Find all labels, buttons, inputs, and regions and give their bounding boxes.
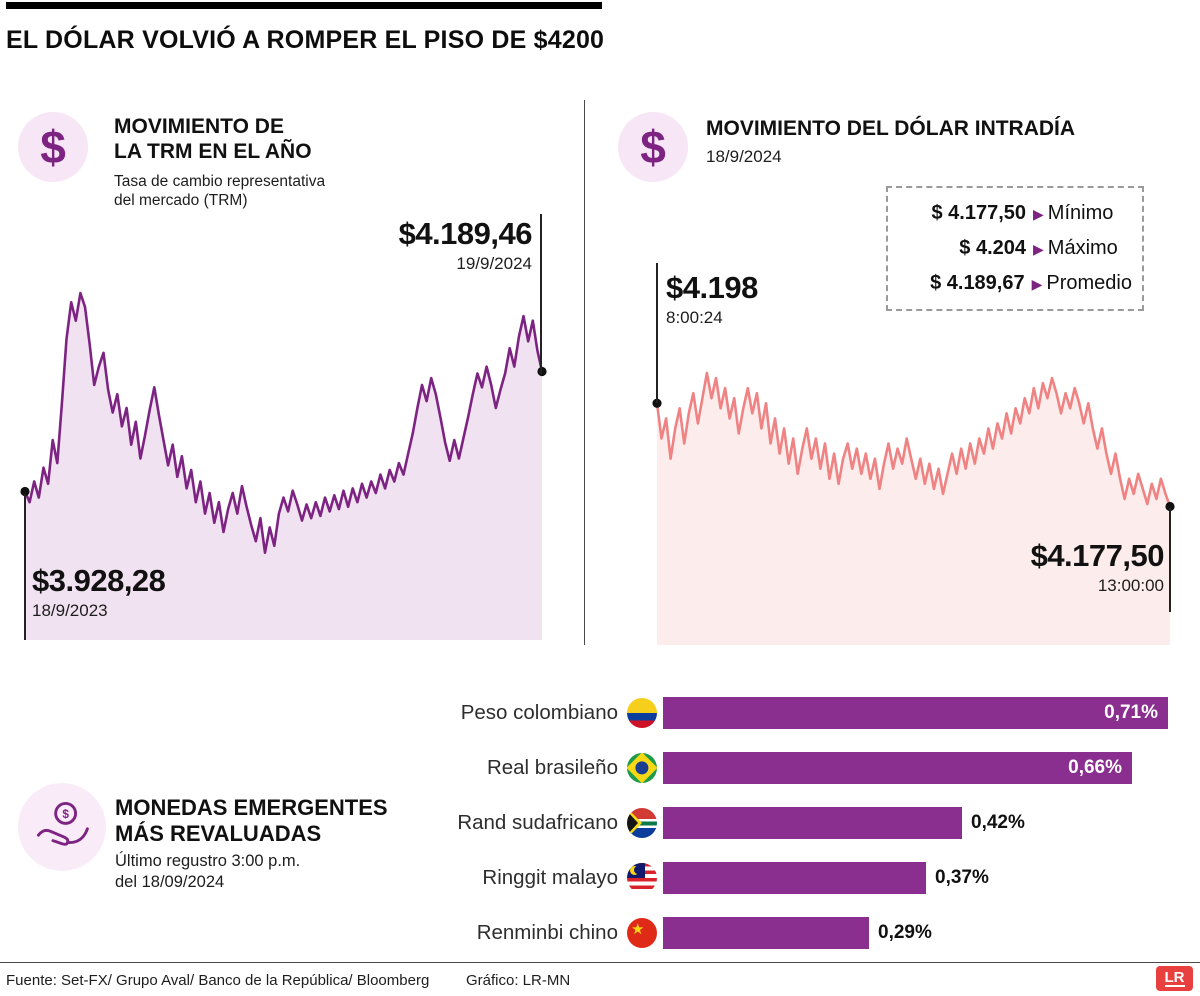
flag-colombia-icon — [627, 697, 657, 728]
stat-max-value: $ 4.204 — [959, 237, 1026, 259]
intraday-start-value: $4.198 — [666, 270, 758, 305]
bar-value: 0,71% — [1104, 701, 1158, 723]
stat-row-max: $ 4.204 ▶ Máximo — [898, 231, 1132, 266]
intraday-stats-box: $ 4.177,50 ▶ Mínimo $ 4.204 ▶ Máximo $ 4… — [886, 186, 1144, 311]
endpoint-dot — [1165, 501, 1175, 512]
trm-end-date: 19/9/2024 — [456, 253, 532, 273]
emerging-bar-chart: Peso colombiano 0,71% Real brasileño 0,66% R… — [430, 685, 1186, 960]
bar-track: 0,29% — [663, 916, 1186, 949]
value-bar — [663, 806, 962, 839]
stat-max-label: Máximo — [1047, 237, 1118, 259]
intraday-panel-date: 18/9/2024 — [706, 147, 782, 166]
lr-logo: LR — [1156, 966, 1193, 991]
page-title: EL DÓLAR VOLVIÓ A ROMPER EL PISO DE $420… — [6, 26, 605, 54]
footer-credit: Gráfico: LR-MN — [466, 972, 571, 989]
trm-start-annotation: $3.928,28 18/9/2023 — [32, 563, 166, 621]
trm-panel-subtitle: Tasa de cambio representativa del mercad… — [114, 173, 326, 210]
intraday-start-annotation: $4.198 8:00:24 — [666, 270, 758, 328]
bar-track: 0,66% — [663, 751, 1186, 784]
flag-brazil-icon — [627, 752, 657, 783]
emerging-subtitle: Último regustro 3:00 p.m. del 18/09/2024 — [115, 852, 301, 892]
trm-end-value: $4.189,46 — [398, 216, 533, 251]
currency-label: Real brasileño — [486, 755, 618, 779]
bar-value: 0,66% — [1068, 756, 1122, 778]
value-bar — [663, 861, 926, 894]
intraday-start-time: 8:00:24 — [666, 307, 723, 327]
stat-row-avg: $ 4.189,67 ▶ Promedio — [898, 266, 1132, 301]
stat-min-label: Mínimo — [1047, 202, 1114, 224]
value-bar: 0,71% — [663, 696, 1168, 729]
trm-year-chart — [20, 283, 547, 640]
trm-start-date: 18/9/2023 — [32, 600, 108, 620]
bar-track: 0,37% — [663, 861, 1186, 894]
trm-end-marker-line — [540, 214, 542, 374]
footer-divider — [0, 962, 1200, 963]
footer-source: Fuente: Set-FX/ Grupo Aval/ Banco de la … — [6, 972, 430, 989]
bar-row: Rand sudafricano 0,42% — [430, 795, 1186, 850]
stat-row-min: $ 4.177,50 ▶ Mínimo — [898, 196, 1132, 231]
trm-panel-heading: MOVIMIENTO DE LA TRM EN EL AÑO — [114, 114, 312, 164]
panel-divider — [584, 100, 585, 645]
stat-avg-label: Promedio — [1046, 272, 1132, 294]
trm-start-value: $3.928,28 — [32, 563, 166, 598]
intraday-start-marker-line — [656, 263, 658, 403]
stat-min-value: $ 4.177,50 — [931, 202, 1026, 224]
dollar-icon: $ — [18, 112, 88, 182]
svg-text:$: $ — [62, 808, 69, 821]
currency-label: Ringgit malayo — [482, 865, 618, 889]
value-bar: 0,66% — [663, 751, 1132, 784]
endpoint-dot — [652, 398, 662, 408]
intraday-panel-heading: MOVIMIENTO DEL DÓLAR INTRADÍA — [706, 117, 1076, 140]
bar-value: 0,29% — [878, 921, 932, 943]
bar-row: Ringgit malayo 0,37% — [430, 850, 1186, 905]
stat-avg-value: $ 4.189,67 — [930, 272, 1025, 294]
trm-line-series — [20, 291, 547, 640]
bar-track: 0,42% — [663, 806, 1186, 839]
bar-row: Renminbi chino ★ 0,29% — [430, 905, 1186, 960]
intraday-end-time: 13:00:00 — [1097, 575, 1164, 595]
flag-southafrica-icon — [627, 807, 657, 838]
trm-end-annotation: $4.189,46 19/9/2024 — [398, 216, 533, 274]
bar-track: 0,71% — [663, 696, 1186, 729]
intraday-chart — [652, 368, 1175, 645]
bar-value: 0,42% — [971, 811, 1025, 833]
currency-label: Peso colombiano — [460, 700, 618, 724]
hand-coin-icon: $ — [36, 801, 89, 846]
trm-start-marker-line — [24, 494, 26, 640]
currency-label: Renminbi chino — [476, 920, 618, 944]
bar-value: 0,37% — [935, 866, 989, 888]
endpoint-dot — [537, 366, 547, 377]
triangle-icon: ▶ — [1033, 205, 1044, 222]
triangle-icon: ▶ — [1031, 275, 1043, 292]
flag-china-icon: ★ — [627, 917, 657, 948]
intraday-end-annotation: $4.177,50 13:00:00 — [1030, 538, 1165, 596]
currency-label: Rand sudafricano — [457, 810, 618, 834]
flag-malaysia-icon — [627, 862, 657, 893]
bar-row: Peso colombiano 0,71% — [430, 685, 1186, 740]
emerging-heading: MONEDAS EMERGENTES MÁS REVALUADAS — [115, 795, 388, 847]
title-accent-bar — [6, 2, 602, 9]
intraday-end-marker-line — [1169, 508, 1171, 612]
triangle-icon: ▶ — [1033, 240, 1044, 257]
dollar-icon: $ — [618, 112, 688, 182]
value-bar — [663, 916, 869, 949]
trm-heading-line2: LA TRM EN EL AÑO — [114, 140, 312, 164]
intraday-end-value: $4.177,50 — [1030, 538, 1165, 573]
intraday-line-series — [652, 371, 1175, 645]
trm-heading-line1: MOVIMIENTO DE — [114, 115, 284, 138]
endpoint-dot — [20, 486, 30, 497]
hand-coin-icon: $ — [18, 783, 106, 871]
bar-row: Real brasileño 0,66% — [430, 740, 1186, 795]
